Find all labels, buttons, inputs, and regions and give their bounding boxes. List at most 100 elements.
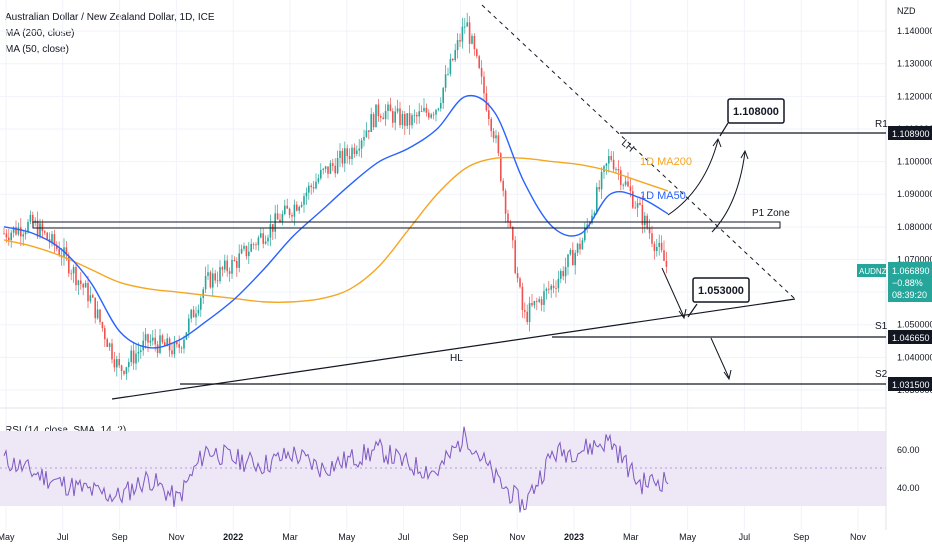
candle-body [648, 227, 651, 234]
price-tag-countdown: 08:39:20 [892, 290, 927, 300]
candle-body [132, 350, 135, 364]
candle-body [176, 341, 178, 345]
candle-body [658, 242, 660, 247]
price-tick-label: 1.120000 [897, 91, 932, 101]
candle-body [562, 271, 564, 277]
candle-body [365, 130, 368, 137]
candle-body [360, 140, 363, 149]
candle-body [156, 344, 159, 353]
hl-trendline[interactable] [111, 298, 796, 400]
candle-body [219, 267, 221, 282]
candle-body [627, 181, 629, 187]
candle-body [228, 271, 231, 274]
candle-body [528, 303, 531, 323]
candle-body [432, 114, 435, 116]
callout-low-box[interactable] [692, 277, 750, 303]
candle-body [72, 267, 75, 274]
candle-body [207, 272, 209, 276]
rsi-band [0, 431, 886, 506]
candle-body [560, 271, 562, 279]
candle-body [428, 112, 430, 118]
candle-body [497, 135, 500, 154]
candle-body [308, 185, 310, 193]
candle-body [135, 353, 137, 364]
candle-body [178, 344, 180, 348]
price-tag-bg [888, 262, 932, 302]
candle-body [96, 309, 99, 319]
candle-body [413, 114, 416, 116]
arrow-head-up-2 [740, 149, 749, 160]
candle-body [190, 309, 192, 319]
candle-body [101, 322, 104, 329]
time-tick-label: May [338, 532, 356, 542]
candle-body [320, 170, 322, 179]
candle-body [454, 50, 456, 61]
candle-body [118, 359, 120, 366]
ma50-label: 1D MA50 [640, 190, 686, 202]
candle-body [512, 226, 514, 241]
candle-body [653, 243, 656, 252]
candle-body [214, 273, 216, 281]
candle-body [401, 114, 404, 126]
candle-body [447, 73, 449, 75]
candle-body [608, 156, 610, 164]
candle-body [600, 171, 603, 190]
candle-body [264, 241, 267, 244]
candle-body [284, 205, 286, 215]
candle-body [293, 204, 296, 217]
candle-body [483, 76, 485, 94]
symbol-tag-bg [857, 264, 886, 277]
time-tick-label: Nov [850, 532, 867, 542]
candle-body [298, 206, 300, 211]
candle-body [248, 251, 250, 257]
rsi-legend: RSI (14, close, SMA, 14, 2) [5, 425, 127, 436]
candle-body [368, 130, 370, 132]
candle-body [540, 299, 543, 305]
candle-body [442, 87, 444, 104]
candle-body [660, 242, 663, 251]
candle-body [557, 278, 560, 289]
candle-body [317, 178, 320, 182]
time-tick-label: Mar [282, 532, 298, 542]
candle-body [651, 233, 653, 244]
candle-body [471, 35, 473, 44]
price-tick-label: 1.050000 [897, 320, 932, 330]
candle-body [312, 187, 315, 189]
time-axis[interactable]: May Jul Sep Nov 2022 Mar May Jul Sep Nov 2023 Mar Ma… [0, 532, 866, 542]
candle-body [629, 186, 632, 192]
candle-body [327, 166, 329, 174]
time-tick-label: Mar [623, 532, 639, 542]
candle-body [581, 240, 584, 250]
candle-body [617, 169, 620, 171]
candle-body [305, 192, 308, 197]
price-tick-label: 1.130000 [897, 59, 932, 69]
candle-body [231, 259, 233, 274]
candle-body [387, 104, 389, 111]
candle-body [255, 244, 257, 246]
candle-body [509, 221, 512, 227]
lh-trendline[interactable] [481, 4, 796, 300]
time-tick-label: Nov [168, 532, 185, 542]
candle-body [164, 342, 166, 347]
candle-body [108, 343, 111, 347]
p1-zone-box[interactable] [32, 221, 781, 229]
ma200-label: 1D MA200 [640, 156, 692, 168]
candle-body [504, 190, 507, 214]
candle-body [377, 104, 380, 117]
candle-body [82, 283, 84, 288]
candle-body [200, 297, 202, 310]
candle-body [296, 204, 298, 211]
r1-tag-bg [888, 126, 932, 140]
candle-body [125, 367, 128, 374]
callout-low-text: 1.053000 [698, 285, 744, 297]
callout-high-box[interactable] [727, 98, 785, 124]
candle-body [584, 227, 586, 241]
candle-body [116, 359, 118, 368]
price-tick-label: 1.140000 [897, 26, 932, 36]
candle-body [183, 339, 185, 349]
candle-body [418, 111, 420, 117]
candle-body [632, 191, 634, 208]
candle-body [140, 350, 142, 352]
indicator-ma50-legend: MA (50, close) [5, 44, 69, 55]
